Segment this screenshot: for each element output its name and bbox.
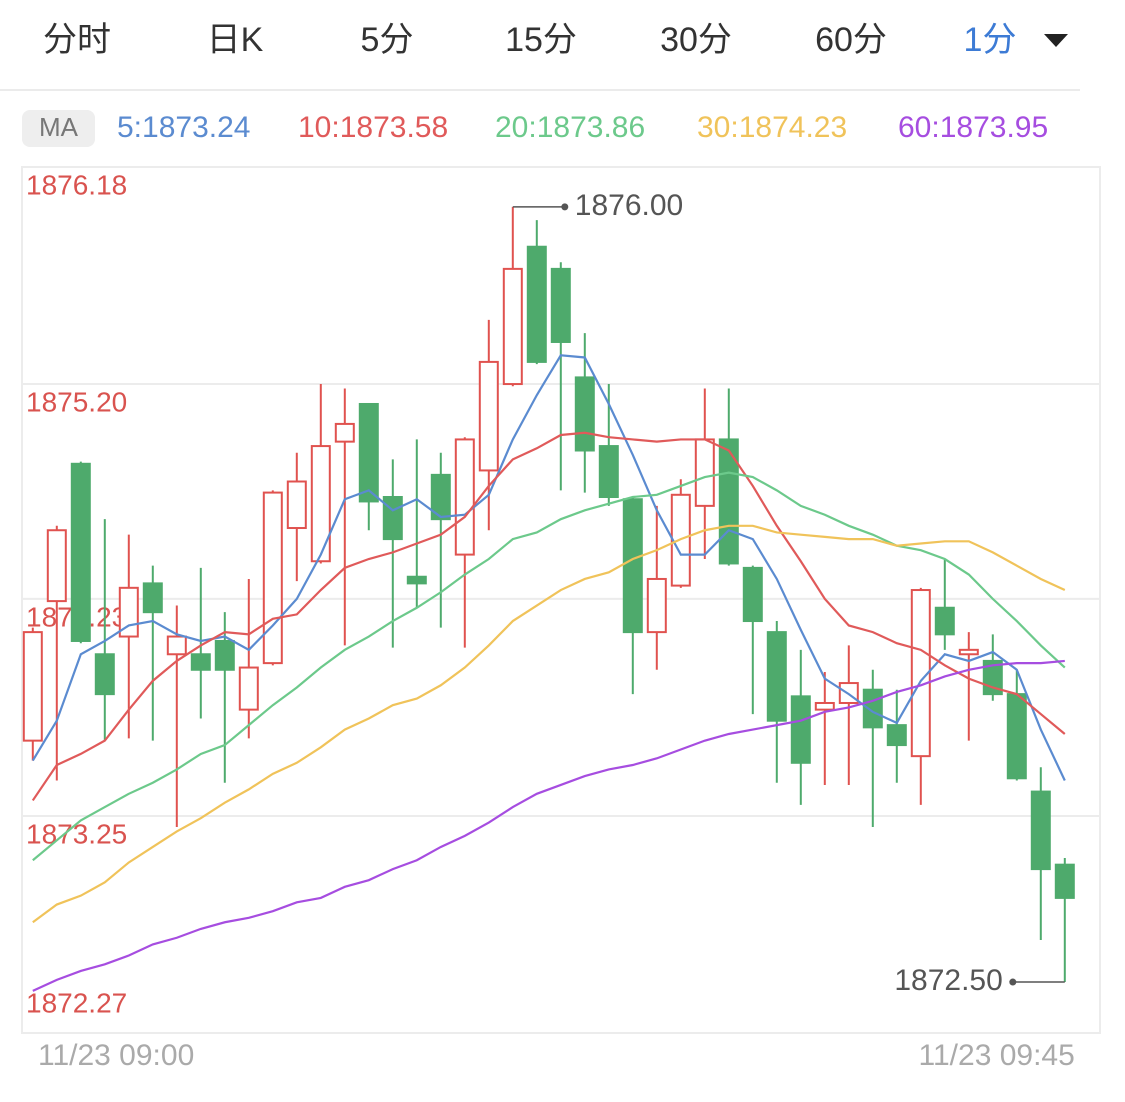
candle-body: [454, 438, 475, 556]
candle-body: [478, 360, 499, 472]
candle-body: [1030, 790, 1051, 871]
legend-entry: 60:1873.95: [898, 111, 1048, 144]
candle-body: [70, 462, 91, 642]
candle-body: [574, 376, 595, 452]
candle-body: [334, 422, 355, 443]
y-tick-label: 1875.20: [26, 386, 127, 417]
candle-body: [430, 473, 451, 521]
legend-entry: 30:1874.23: [697, 111, 847, 144]
candle-body: [766, 631, 787, 722]
y-tick-label: 1872.27: [26, 987, 127, 1018]
candle-body: [238, 666, 259, 711]
candle-body: [742, 566, 763, 623]
annotation-dot: [1009, 978, 1017, 986]
candle-body: [382, 496, 403, 541]
candle-body: [22, 631, 43, 742]
candle-body: [286, 480, 307, 530]
candle-body: [166, 635, 187, 656]
candle-body: [790, 695, 811, 764]
tab[interactable]: 60分: [815, 21, 887, 59]
candle-body: [214, 639, 235, 671]
annotation-label: 1876.00: [575, 189, 683, 222]
candle-body: [1054, 863, 1075, 899]
x-tick-label: 11/23 09:00: [38, 1039, 194, 1072]
candle-body: [310, 445, 331, 563]
candle-body: [934, 606, 955, 636]
legend-entry: 5:1873.24: [117, 111, 250, 144]
tab[interactable]: 分时: [43, 21, 111, 59]
candle-body: [142, 582, 163, 614]
candle-body: [526, 245, 547, 363]
candle-body: [814, 701, 835, 711]
candle-body: [598, 445, 619, 499]
candle-body: [262, 491, 283, 665]
candle-body: [94, 653, 115, 696]
tab[interactable]: 30分: [660, 21, 732, 59]
ma-line: [31, 431, 1066, 802]
ma-line: [32, 524, 1066, 924]
ma-label: MA: [39, 112, 79, 142]
tab[interactable]: 15分: [505, 21, 577, 59]
dropdown-arrow[interactable]: [1044, 34, 1068, 47]
candle-body: [958, 648, 979, 656]
tab[interactable]: 日K: [207, 21, 264, 59]
candle-body: [694, 438, 715, 507]
legend-entry: 20:1873.86: [495, 111, 645, 144]
ma-badge: [22, 110, 95, 147]
legend-entry: 10:1873.58: [298, 111, 448, 144]
tab[interactable]: 5分: [361, 21, 414, 59]
candle-body: [1006, 693, 1027, 780]
candle-body: [886, 724, 907, 747]
candle-body: [502, 267, 523, 386]
y-tick-label: 1876.18: [26, 169, 127, 200]
ma-line: [32, 471, 1066, 862]
candle-body: [406, 575, 427, 585]
x-tick-label: 11/23 09:45: [919, 1039, 1075, 1072]
candle-body: [358, 402, 379, 503]
candle-body: [46, 529, 67, 603]
candle-body: [190, 653, 211, 671]
candle-body: [550, 267, 571, 343]
annotation-label: 1872.50: [894, 964, 1002, 997]
annotation-dot: [561, 203, 569, 211]
candle-body: [622, 498, 643, 634]
tab[interactable]: 1分: [964, 21, 1017, 59]
candle-body: [646, 577, 667, 634]
candle-body: [910, 589, 931, 758]
ma-line: [32, 659, 1065, 992]
ma-line: [31, 354, 1066, 781]
